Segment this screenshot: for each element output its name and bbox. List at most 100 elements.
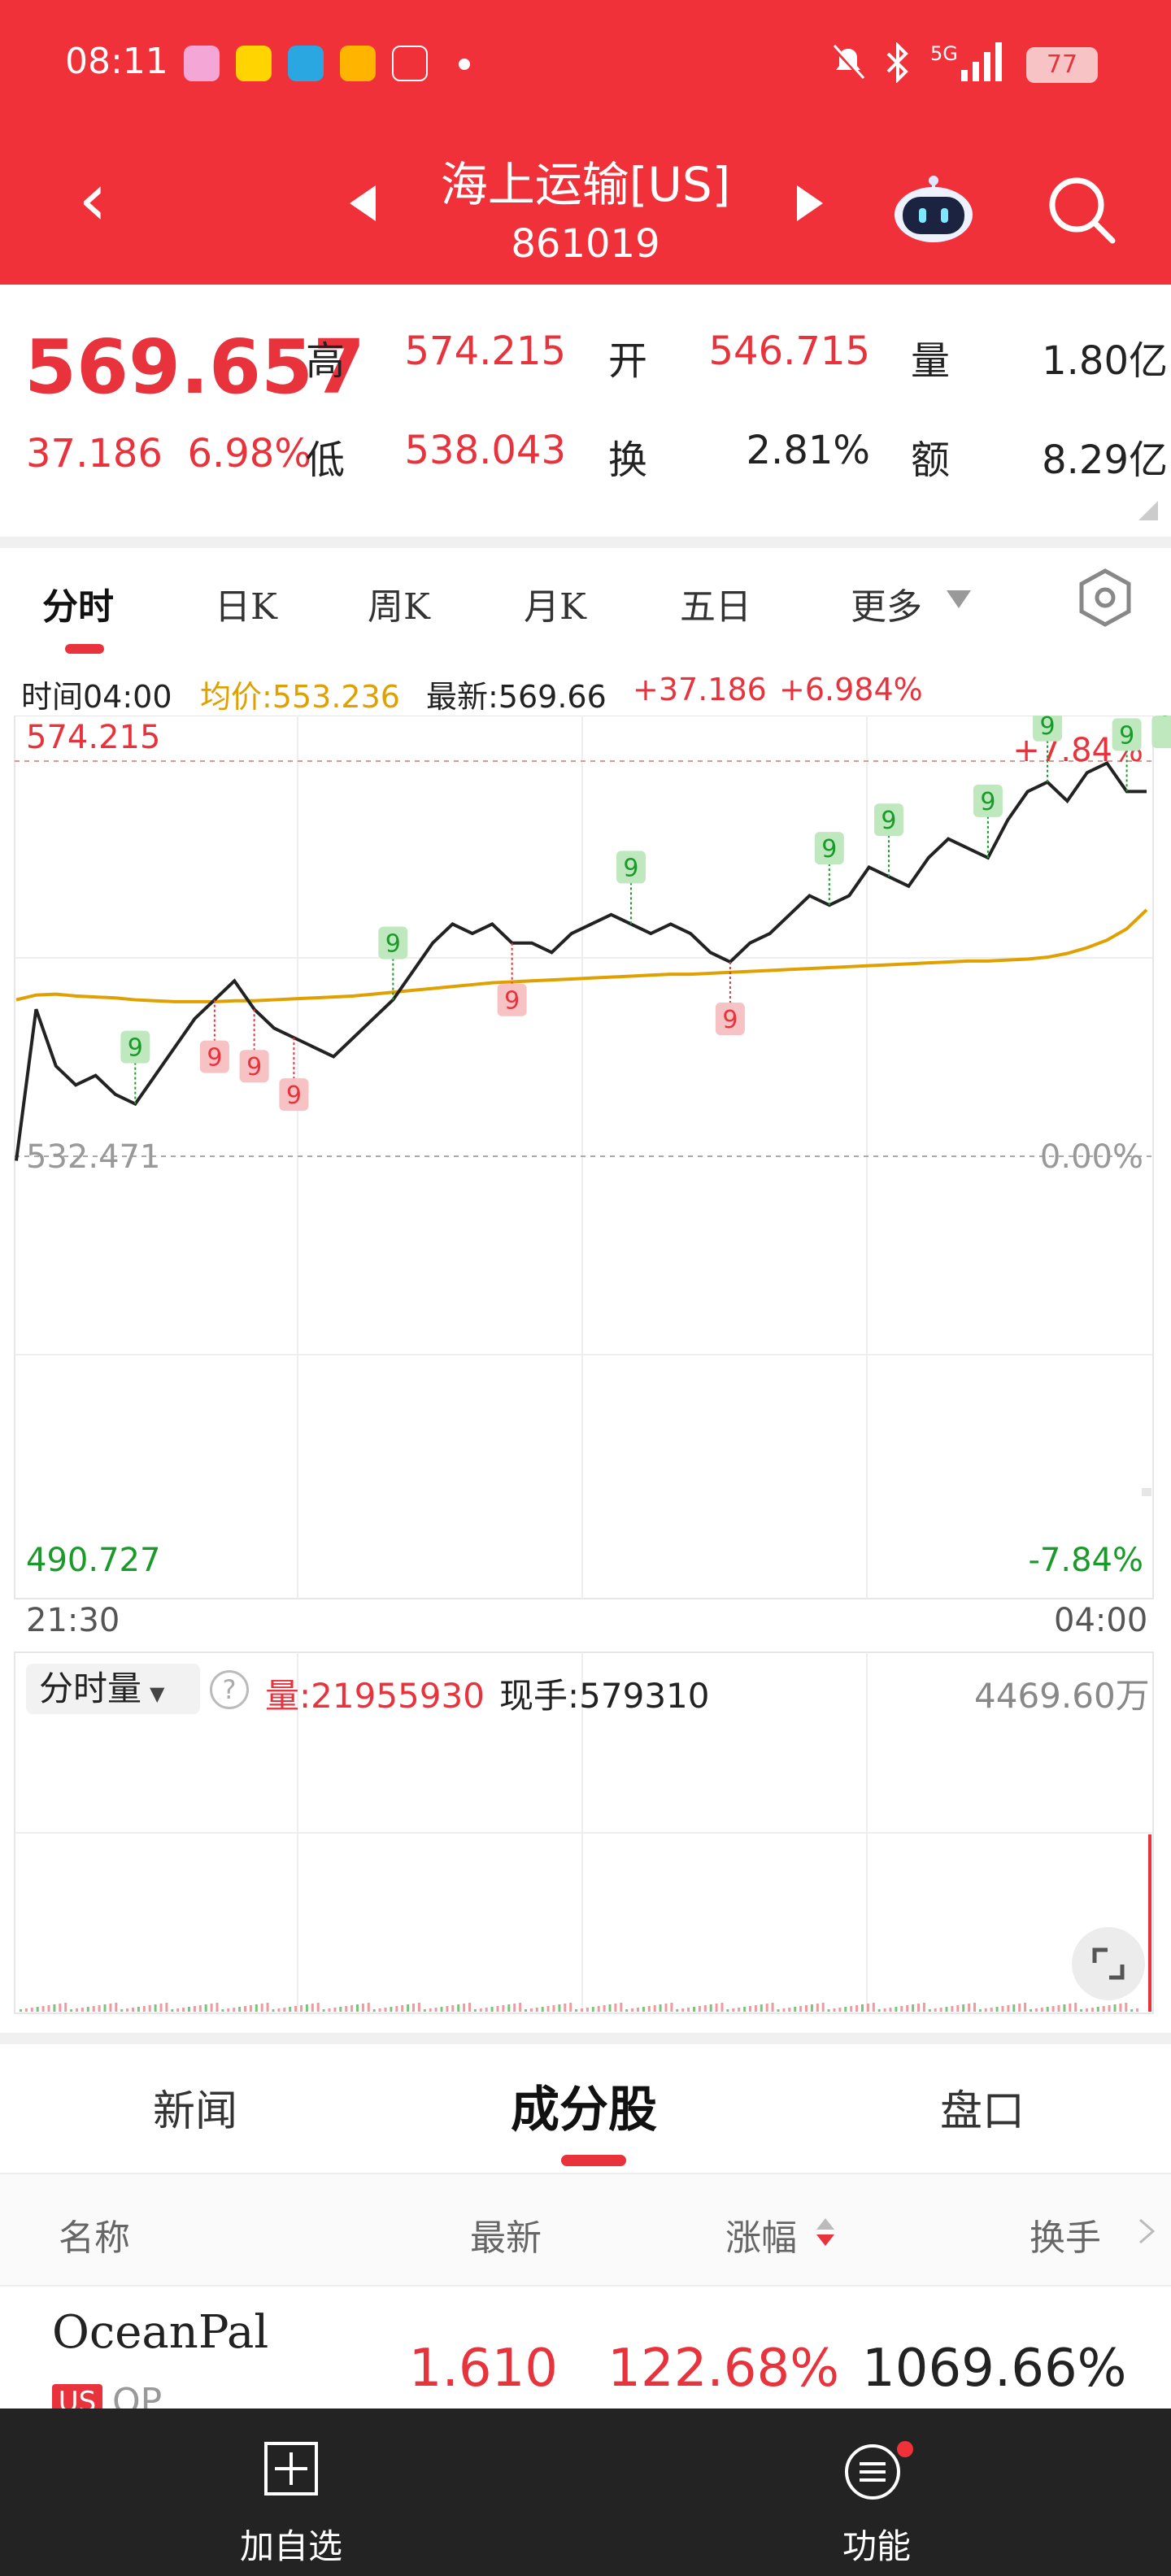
volume-bar <box>434 2008 437 2012</box>
volume-selector[interactable]: 分时量 ▼ <box>26 1664 200 1714</box>
col-latest[interactable]: 最新 <box>470 2217 542 2259</box>
volume-bar <box>760 2004 763 2012</box>
tab-indicator <box>65 644 104 654</box>
volume-bar <box>193 2006 196 2012</box>
volume-bar <box>810 2004 813 2012</box>
svg-text:9: 9 <box>821 835 837 864</box>
volume-bar <box>210 2004 213 2012</box>
volume-bar <box>233 2008 236 2012</box>
volume-bar <box>103 2004 107 2012</box>
col-name[interactable]: 名称 <box>59 2217 130 2259</box>
volume-bar <box>681 2008 685 2012</box>
volume-bar <box>541 2007 544 2012</box>
volume-bar <box>575 2009 578 2012</box>
settings-icon[interactable] <box>1075 568 1135 628</box>
tab-weekly-k[interactable]: 周K <box>368 586 430 628</box>
tab-order-book[interactable]: 盘口 <box>940 2087 1025 2136</box>
volume-bar <box>664 2004 668 2012</box>
col-change[interactable]: 涨幅 <box>725 2217 797 2259</box>
volume-bar <box>968 2004 971 2012</box>
function-button[interactable] <box>795 2441 958 2504</box>
volume-bar <box>956 2005 960 2012</box>
volume-bar <box>788 2008 791 2012</box>
volume-bar <box>47 2005 50 2012</box>
sell-signal-marker: 9 <box>199 999 229 1073</box>
menu-icon <box>845 2441 913 2500</box>
volume-bar <box>255 2004 258 2012</box>
sub-tabs: 新闻 成分股 盘口 <box>0 2044 1171 2171</box>
intraday-chart[interactable]: 574.215 532.471 490.727 +7.84% 0.00% -7.… <box>0 716 1171 1602</box>
volume-bar <box>468 2003 471 2012</box>
volume-bar <box>305 2004 308 2012</box>
volume-bar <box>311 2004 314 2012</box>
volume-bar <box>86 2007 89 2012</box>
volume-bar <box>754 2005 757 2012</box>
wifi-app-icon <box>288 46 324 81</box>
volume-bar <box>928 2009 931 2012</box>
volume-bar <box>485 2008 488 2012</box>
tab-constituents[interactable]: 成分股 <box>511 2082 657 2139</box>
col-turnover[interactable]: 换手 <box>1030 2217 1101 2259</box>
volume-bar <box>176 2008 180 2012</box>
price-line <box>15 760 1147 1161</box>
volume-bar <box>620 2003 623 2012</box>
volume-bar <box>429 2008 432 2012</box>
volume-bar <box>827 2009 830 2012</box>
back-icon[interactable]: ‹ <box>78 157 107 242</box>
volume-max: 4469.60万 <box>974 1676 1150 1716</box>
add-watchlist-button[interactable] <box>210 2441 372 2500</box>
volume-bar <box>715 2004 718 2012</box>
volume-bar <box>294 2006 298 2012</box>
volume-bar <box>614 2004 617 2012</box>
volume-bar <box>698 2006 701 2012</box>
status-time: 08:11 <box>65 41 168 82</box>
tab-news[interactable]: 新闻 <box>153 2087 238 2136</box>
volume-bar <box>333 2008 337 2012</box>
pct-mid-label: 0.00% <box>1040 1138 1143 1176</box>
function-label[interactable]: 功能 <box>842 2526 911 2566</box>
volume-bar <box>440 2007 443 2012</box>
search-icon[interactable] <box>1044 172 1117 246</box>
svg-text:9: 9 <box>1159 716 1171 722</box>
volume-bar <box>417 2003 420 2012</box>
help-icon[interactable]: ? <box>210 1670 249 1709</box>
tab-daily-k[interactable]: 日K <box>215 586 277 628</box>
volume-bar <box>401 2005 404 2012</box>
volume-bar <box>126 2008 129 2012</box>
tab-intraday[interactable]: 分时 <box>42 586 114 628</box>
volume-bar <box>473 2009 477 2012</box>
volume-bar <box>423 2009 426 2012</box>
next-icon[interactable] <box>797 185 823 221</box>
volume-bar <box>198 2005 202 2012</box>
volume-bar <box>782 2008 786 2012</box>
chevron-right-icon[interactable] <box>1138 2218 1155 2244</box>
volume-bar <box>631 2008 634 2012</box>
signal-markers: 99999999999999 <box>120 716 1171 1112</box>
volume-bar <box>289 2007 292 2012</box>
prev-icon[interactable] <box>350 185 376 221</box>
volume-bar <box>877 2009 881 2012</box>
add-watchlist-label[interactable]: 加自选 <box>239 2526 342 2566</box>
volume-bar <box>855 2005 859 2012</box>
tab-monthly-k[interactable]: 月K <box>524 586 586 628</box>
buy-signal-marker: 9 <box>814 832 844 906</box>
svg-text:9: 9 <box>385 930 401 959</box>
tab-indicator <box>561 2155 626 2166</box>
volume-bar <box>693 2007 695 2012</box>
volume-bar <box>1136 2008 1139 2012</box>
bottom-bar: 加自选 功能 <box>0 2408 1171 2576</box>
tab-more[interactable]: 更多 <box>851 586 922 628</box>
volume-bar <box>984 2008 987 2012</box>
volume-bar <box>384 2008 387 2012</box>
tab-five-day[interactable]: 五日 <box>680 586 751 628</box>
sell-signal-marker: 9 <box>715 961 745 1035</box>
table-row[interactable]: OceanPal US OP 1.610 122.68% 1069.66% <box>0 2287 1171 2422</box>
info-latest: 最新:569.66 <box>426 679 607 715</box>
sort-icon[interactable] <box>816 2218 834 2246</box>
volume-bar <box>513 2004 516 2012</box>
volume-bar <box>922 2003 925 2012</box>
header-bar: 08:11 5G 77 ‹ 海上运输[US] 861019 <box>0 0 1171 285</box>
fullscreen-icon[interactable] <box>1072 1927 1145 2000</box>
volume-bar <box>951 2006 954 2012</box>
robot-assistant-icon[interactable] <box>891 172 976 246</box>
